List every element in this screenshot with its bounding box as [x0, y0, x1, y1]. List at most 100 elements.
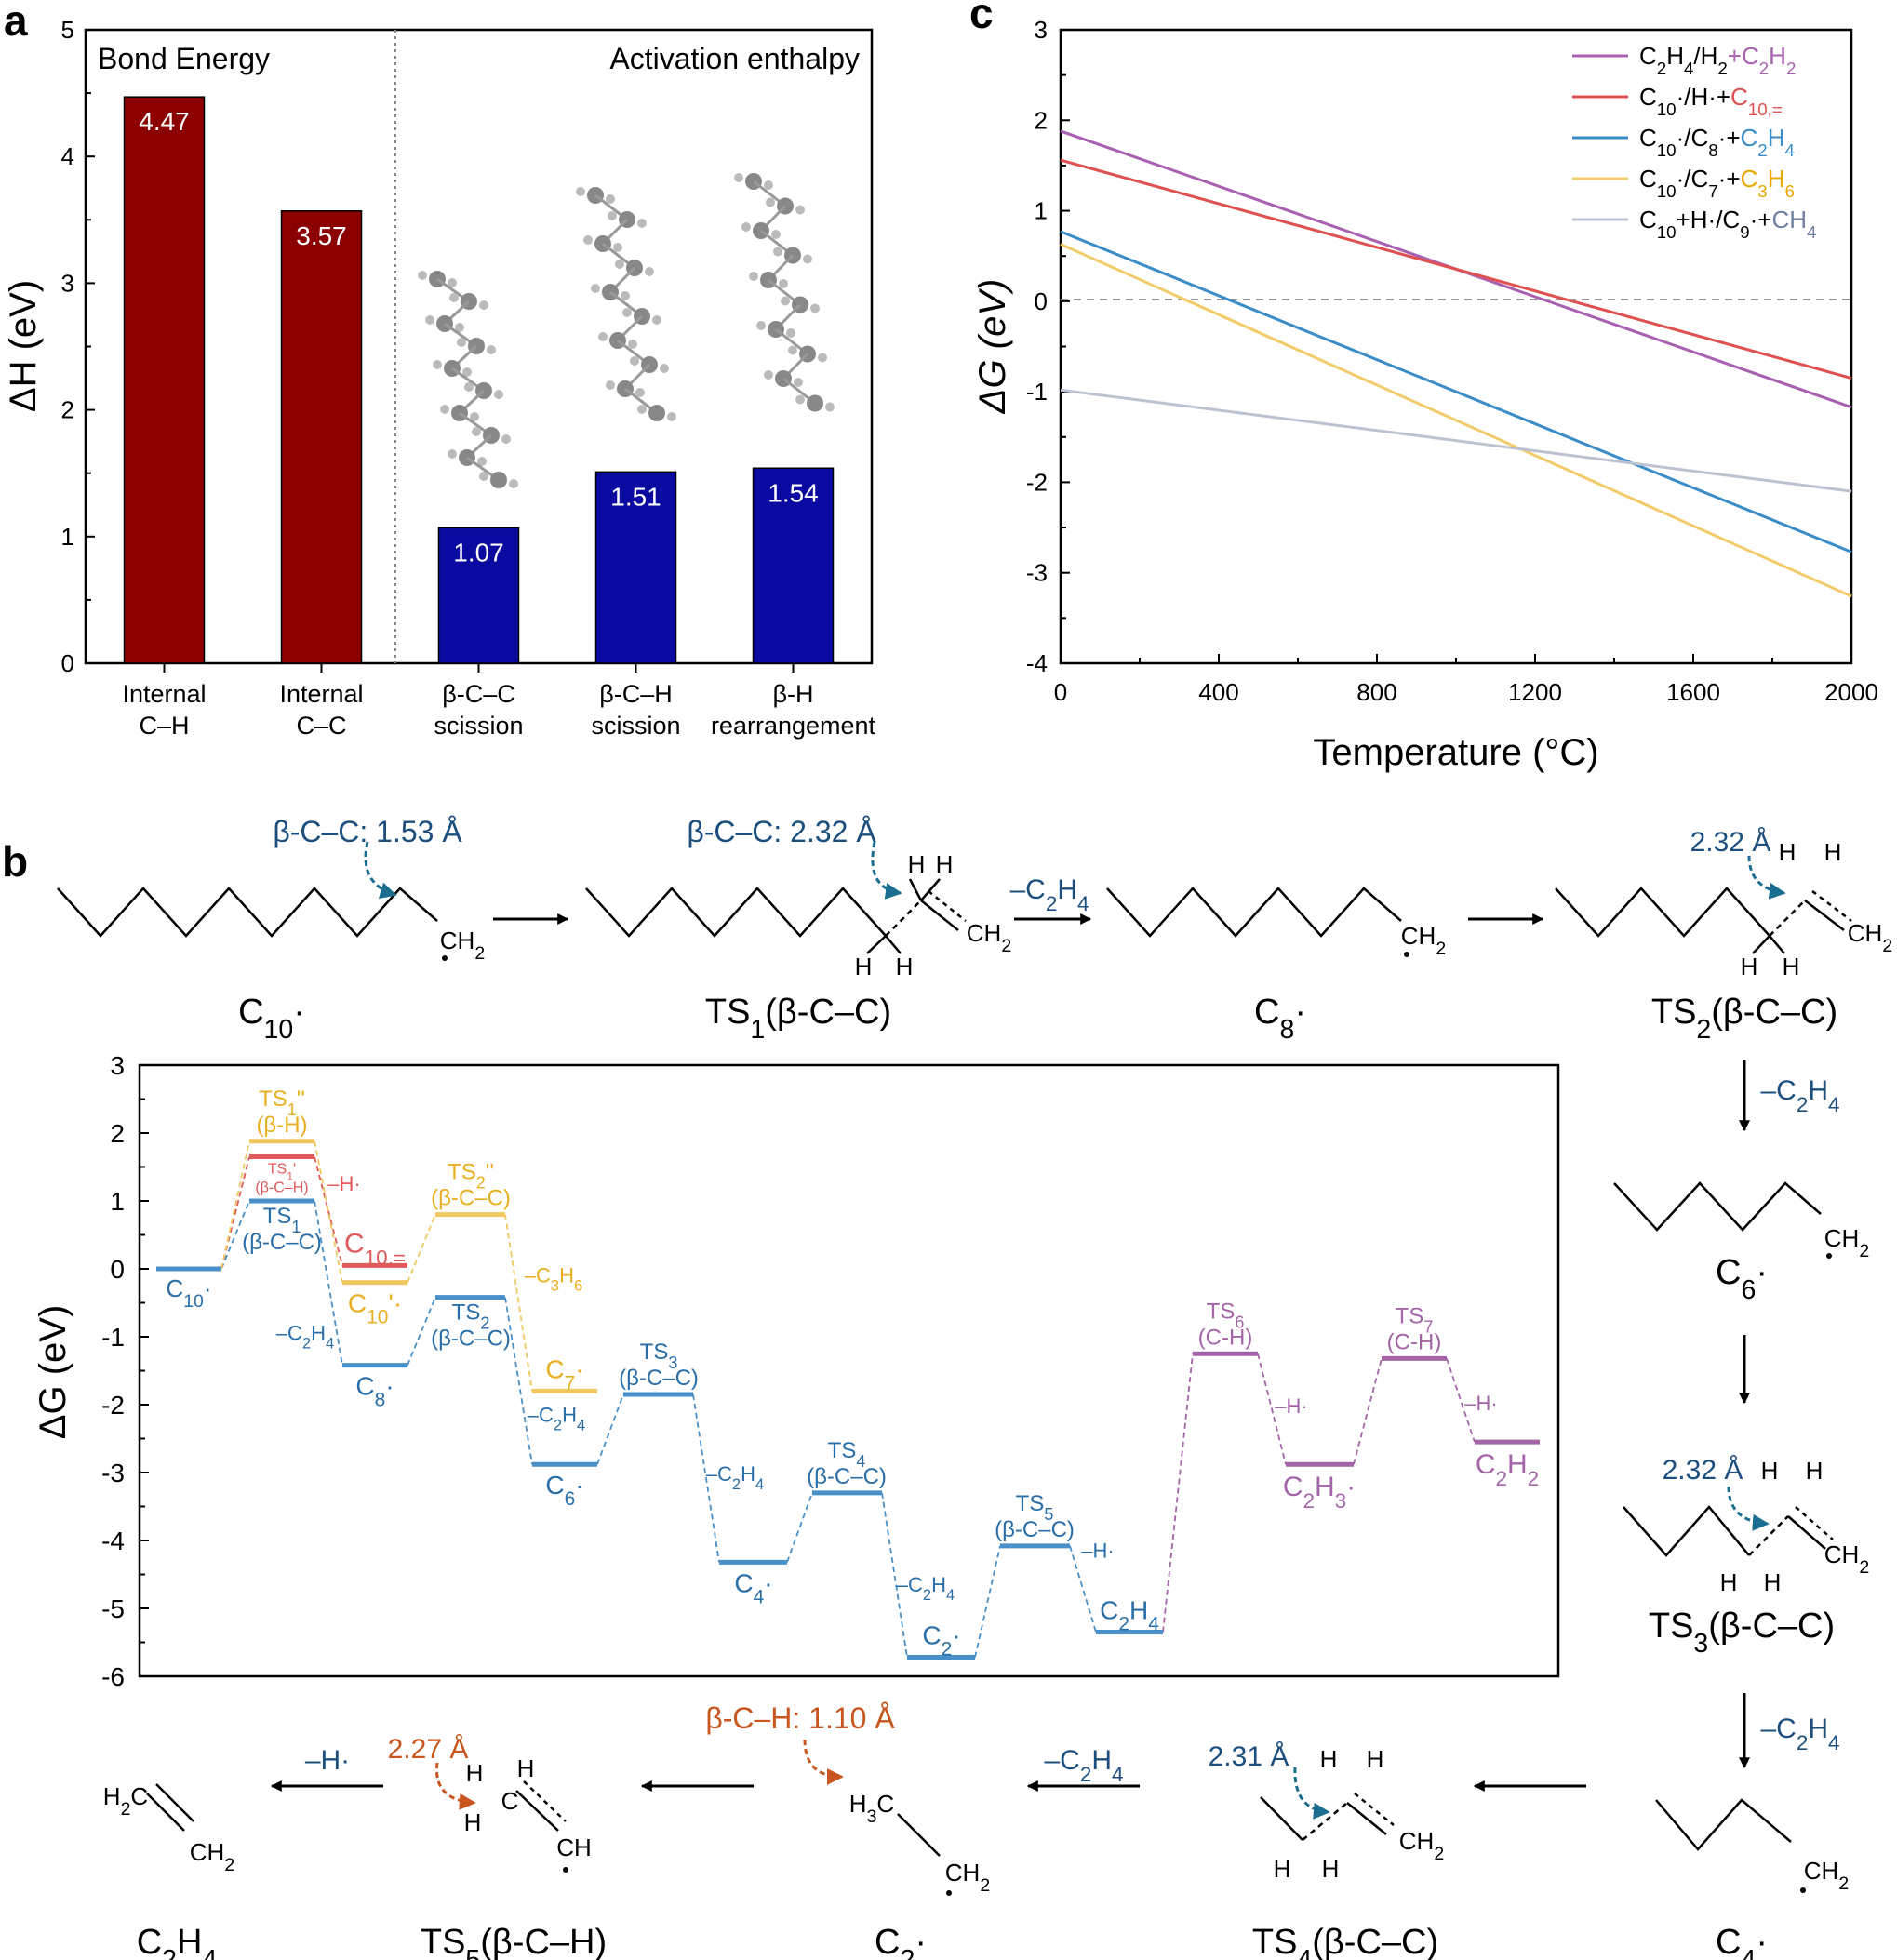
- legend-label-part: /H: [1693, 42, 1717, 70]
- level-label-c2h4-part: C: [1100, 1596, 1118, 1625]
- atom-ch2-c10-part: 2: [474, 943, 485, 964]
- level-label-c10-part: C: [166, 1274, 183, 1302]
- bond-label-ts5-part: 2.27 Å: [388, 1734, 469, 1765]
- level-label-c2h4: C2H4: [1100, 1596, 1159, 1635]
- name-c4-part: 4: [1741, 1945, 1756, 1960]
- level-label-c7-part: C: [545, 1354, 564, 1383]
- bond-energy-label: Bond Energy: [98, 42, 270, 75]
- c10-bond-arrow: [364, 841, 397, 899]
- arrow-label-c2h4-3-part: H: [1808, 1713, 1828, 1744]
- ts1-dashed-bond: [885, 900, 922, 937]
- level-connector: [407, 1297, 436, 1367]
- mol-h-atom: [462, 367, 472, 377]
- ts4-bond-arrow: [1293, 1767, 1330, 1820]
- arrow-label-c2h4-1-part: H: [1057, 874, 1077, 905]
- mol-h-atom: [764, 180, 773, 190]
- level-connector: [1069, 1545, 1097, 1633]
- level-label-c6-part: C: [545, 1471, 564, 1500]
- level-label-c10: C10·: [166, 1274, 211, 1312]
- name-ts3-part: (β-C–C): [1708, 1607, 1835, 1646]
- mol-h-atom: [487, 345, 496, 354]
- mol-h-atom: [803, 254, 812, 264]
- legend-label-part: 4: [1684, 59, 1693, 78]
- ts3-bond-arrow: [1727, 1486, 1770, 1531]
- x-tick-label: β-C–H: [599, 680, 673, 708]
- mol-h-atom: [615, 260, 624, 269]
- bond-label-ts1-part: β-C–C: 2.32 Å: [687, 815, 876, 848]
- y-tick-label: 5: [61, 16, 74, 44]
- mol-h-atom: [501, 434, 511, 444]
- atom-label-part: H: [896, 953, 914, 980]
- x-tick-label: 0: [1054, 678, 1067, 706]
- panel-c-axes: -4 -3 -2 -1 0 1 2 3 0 400 800 1200 1600 2000: [1026, 16, 1878, 706]
- level-connector: [692, 1393, 720, 1563]
- atom-label-part: H: [464, 1808, 482, 1836]
- legend-label-part: +: [1728, 42, 1742, 70]
- atom-label: H: [1322, 1855, 1340, 1883]
- level-label-c2-part: C: [922, 1621, 941, 1650]
- level-label-ts1: TS1: [263, 1204, 301, 1236]
- bar: [752, 467, 835, 664]
- atom-label: H: [1783, 953, 1800, 980]
- atom-h3c-c2: H3C: [849, 1790, 894, 1827]
- level-label-c7-part: 7: [565, 1372, 576, 1393]
- ts2-h2: [1769, 935, 1785, 954]
- step-label-part: 4: [326, 1336, 334, 1353]
- radical-dot: [1826, 1253, 1832, 1259]
- level-connector: [220, 1200, 250, 1270]
- y-tick-label: -2: [101, 1391, 125, 1420]
- mechanism: [57, 878, 1852, 1857]
- level-label-ts2-sub: (β-C–C): [431, 1327, 511, 1352]
- level-label-c2h2-part: H: [1507, 1449, 1528, 1480]
- step-label-part: –C: [528, 1403, 554, 1426]
- mol-h-atom: [606, 380, 615, 390]
- atom-ch-ts5-part: CH: [556, 1833, 592, 1861]
- legend-label-part: CH: [1771, 206, 1807, 233]
- mol-h-atom: [786, 328, 795, 338]
- legend-label-part: 10: [1657, 181, 1677, 201]
- name-ts3-part: 3: [1693, 1629, 1708, 1659]
- energy-diagram-frame: [138, 1063, 1560, 1678]
- level-label-c4-part: C: [734, 1568, 753, 1597]
- level-connector: [596, 1393, 624, 1465]
- legend-label: C10·/C8·+C2H4: [1639, 124, 1795, 160]
- atom-label-part: H: [1274, 1855, 1291, 1883]
- level-label-c10-part: 10: [183, 1291, 204, 1312]
- mol-h-atom: [606, 194, 615, 204]
- mol-h-atom: [764, 370, 773, 380]
- name-ts3-part: TS: [1649, 1607, 1694, 1646]
- step-label-part: 2: [554, 1417, 562, 1433]
- mol-h-atom: [598, 332, 608, 341]
- legend-label-part: ·/C: [1677, 165, 1709, 193]
- atom-ch2-c4: CH2: [1804, 1857, 1849, 1894]
- atom-ch-ts5: CH: [556, 1833, 592, 1861]
- name-ts1: TS1(β-C–C): [705, 993, 891, 1045]
- y-tick-label: 0: [1035, 287, 1048, 315]
- atom-label-part: H: [1720, 1568, 1738, 1596]
- level-connector: [314, 1140, 343, 1283]
- step-label-part: 3: [551, 1278, 559, 1295]
- atom-label: H: [1720, 1568, 1738, 1596]
- step-label-part: 4: [755, 1476, 764, 1493]
- x-tick-label: 800: [1356, 678, 1396, 706]
- step-label: –H·: [1464, 1392, 1497, 1415]
- atom-ch2-c2h4-part: 2: [224, 1855, 234, 1875]
- step-label: –C2H4: [528, 1403, 585, 1433]
- ts2-bond-arrow: [1747, 855, 1786, 900]
- name-ts4: TS4(β-C–C): [1252, 1923, 1438, 1960]
- energy-y-axis: -6 -5 -4 -3 -2 -1 0 1 2 3: [101, 1051, 149, 1691]
- x-tick-label: rearrangement: [711, 712, 876, 740]
- step-label-part: H: [559, 1264, 574, 1287]
- level-label-ts2pp-sub: (β-C–C): [431, 1186, 511, 1211]
- legend-label-part: 8: [1708, 140, 1717, 160]
- legend-label-part: 3: [1757, 181, 1767, 201]
- mechanism-labels: β-C–C: 1.53 Å β-C–C: 2.32 Å 2.32 Å 2.32 Å 2.…: [103, 815, 1892, 1960]
- atom-h2c-c2h4-part: 2: [121, 1799, 131, 1820]
- legend-label-part: 2: [1657, 59, 1666, 78]
- level-label-ts5-part: TS: [1016, 1491, 1045, 1516]
- legend-label-part: ·+: [1718, 124, 1741, 152]
- level-label-c2h3-part: H: [1315, 1472, 1335, 1502]
- ts5-double: [515, 1790, 559, 1832]
- legend-label-part: C: [1639, 206, 1657, 233]
